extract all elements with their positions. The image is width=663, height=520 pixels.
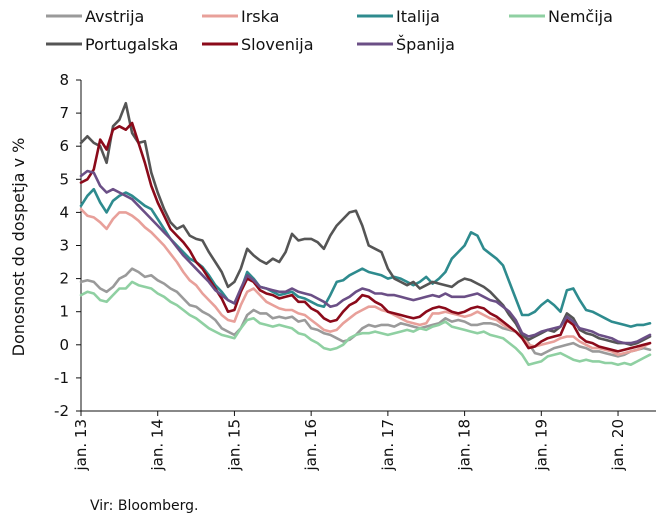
y-tick-label: -2 (54, 402, 69, 420)
legend: Avstrija Irska Italija Nemčija Portugalska Sl… (46, 7, 613, 54)
source-note: Vir: Bloomberg. (90, 498, 198, 514)
y-tick-label: 6 (59, 137, 69, 155)
x-tick-label: jan. 13 (72, 419, 90, 472)
series-line-Slovenija (79, 121, 652, 353)
x-tick-label: jan. 20 (609, 419, 627, 472)
x-axis-ticks: jan. 13 jan. 14 jan. 15 jan. 16 jan. 17 jan. … (72, 411, 627, 472)
y-tick-label: -1 (54, 369, 69, 387)
series-lines (79, 101, 652, 367)
y-tick-label: 1 (59, 303, 69, 321)
y-tick-label: 2 (59, 270, 69, 288)
y-tick-label: 5 (59, 170, 69, 188)
series-line-Irska (79, 207, 652, 357)
legend-label: Portugalska (85, 35, 178, 54)
y-tick-label: 0 (59, 336, 69, 354)
series-line-Španija (79, 169, 652, 345)
series-line-Nemčija (79, 280, 652, 367)
y-tick-label: 3 (59, 237, 69, 255)
y-tick-label: 7 (59, 104, 69, 122)
x-tick-label: jan. 17 (379, 419, 397, 472)
y-axis-ticks: 8 7 6 5 4 3 2 1 0 -1 -2 (54, 71, 81, 420)
axes (80, 80, 656, 412)
legend-label: Irska (241, 7, 279, 26)
x-tick-label: jan. 16 (302, 419, 320, 472)
legend-label: Italija (396, 7, 440, 26)
y-tick-label: 4 (59, 203, 69, 221)
legend-label: Španija (396, 35, 455, 54)
y-tick-label: 8 (59, 71, 69, 89)
x-tick-label: jan. 14 (149, 419, 167, 472)
legend-label: Slovenija (241, 35, 314, 54)
series-line-Portugalska (79, 101, 652, 347)
y-axis-label: Donosnost do dospetja v % (9, 138, 28, 357)
x-tick-label: jan. 18 (456, 419, 474, 472)
x-tick-label: jan. 19 (532, 419, 550, 472)
series-line-Avstrija (79, 267, 652, 358)
series-line-Italija (79, 187, 652, 328)
legend-label: Avstrija (85, 7, 144, 26)
x-tick-label: jan. 15 (225, 419, 243, 472)
legend-label: Nemčija (548, 7, 613, 26)
